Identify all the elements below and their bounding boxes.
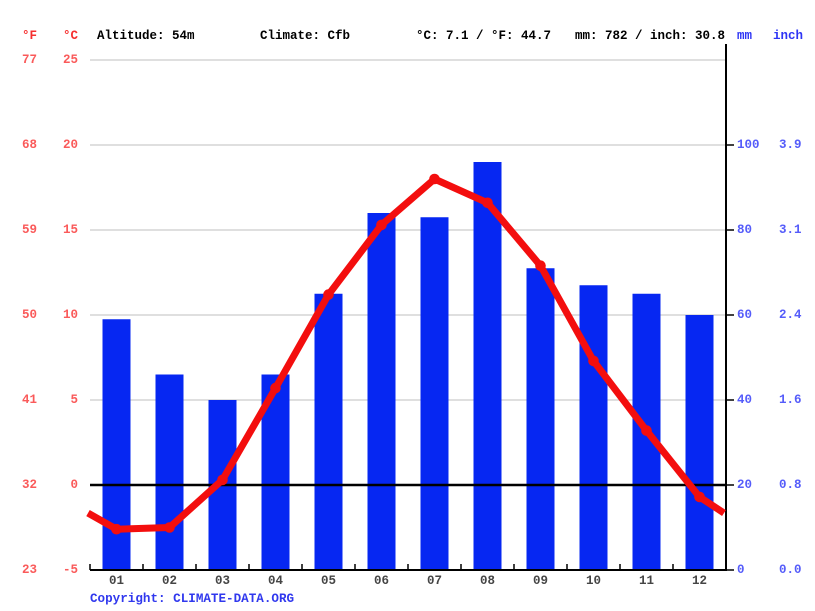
temp-f-tick-label: 68 <box>21 138 37 152</box>
precip-mm-tick-label: 60 <box>737 308 753 322</box>
temperature-point <box>588 355 599 367</box>
temp-f-tick-label: 77 <box>21 53 37 67</box>
month-label: 08 <box>479 574 495 588</box>
temperature-point <box>111 523 122 535</box>
precipitation-bar <box>473 162 502 570</box>
month-label: 03 <box>214 574 230 588</box>
precipitation-bar <box>314 293 343 570</box>
precip-inch-tick-label: 2.4 <box>779 308 802 322</box>
temperature-point <box>641 425 652 436</box>
temp-f-tick-label: 41 <box>21 393 37 407</box>
temperature-point <box>217 474 228 486</box>
precip-mm-tick-label: 80 <box>737 223 753 237</box>
precip-mm-tick-label: 40 <box>737 393 753 407</box>
precip-inch-tick-label: 0.0 <box>779 563 802 577</box>
precipitation-bar <box>155 374 184 570</box>
precipitation-bar <box>367 213 396 570</box>
temp-c-tick-label: 15 <box>62 223 78 237</box>
month-label: 12 <box>691 574 707 588</box>
precipitation-bar <box>420 217 449 570</box>
temperature-point <box>164 522 175 533</box>
temp-f-tick-label: 50 <box>21 308 37 322</box>
month-label: 07 <box>426 574 442 588</box>
header-fahrenheit-unit: °F <box>21 29 37 43</box>
header-climate-class: Climate: Cfb <box>260 29 351 43</box>
temp-f-tick-label: 23 <box>21 563 37 577</box>
temperature-point <box>376 219 387 231</box>
temperature-point <box>323 289 334 300</box>
precipitation-bar <box>526 268 555 570</box>
precipitation-bar <box>579 285 608 570</box>
temp-c-tick-label: 20 <box>62 138 78 152</box>
header-celsius-unit: °C <box>62 29 78 43</box>
precipitation-bar <box>685 315 714 570</box>
temperature-point <box>535 260 546 272</box>
temp-f-tick-label: 32 <box>21 478 37 492</box>
month-label: 11 <box>638 574 654 588</box>
copyright-link[interactable]: CLIMATE-DATA.ORG <box>173 592 295 606</box>
month-label: 05 <box>320 574 336 588</box>
header-temp-summary: °C: 7.1 / °F: 44.7 <box>416 29 552 43</box>
precip-inch-tick-label: 0.8 <box>779 478 802 492</box>
precip-inch-tick-label: 1.6 <box>779 393 802 407</box>
temp-c-tick-label: 0 <box>70 478 78 492</box>
header-inch-unit: inch <box>773 29 804 43</box>
month-label: 01 <box>108 574 124 588</box>
month-label: 09 <box>532 574 548 588</box>
header-precip-summary: mm: 782 / inch: 30.8 <box>575 29 726 43</box>
temp-c-tick-label: 25 <box>62 53 78 67</box>
temperature-point <box>694 491 705 503</box>
precip-inch-tick-label: 3.9 <box>779 138 802 152</box>
temp-c-tick-label: -5 <box>62 563 78 577</box>
precip-mm-tick-label: 20 <box>737 478 753 492</box>
temperature-point <box>429 173 440 185</box>
header-altitude: Altitude: 54m <box>97 29 195 43</box>
copyright: Copyright: CLIMATE-DATA.ORG <box>90 591 294 608</box>
temperature-point <box>270 382 281 394</box>
temp-c-tick-label: 5 <box>70 393 78 407</box>
month-label: 06 <box>373 574 389 588</box>
temp-f-tick-label: 59 <box>21 223 37 237</box>
temperature-point <box>482 197 493 209</box>
temperature-line <box>86 175 726 533</box>
month-label: 10 <box>585 574 601 588</box>
month-label: 04 <box>267 574 283 588</box>
precip-inch-tick-label: 3.1 <box>779 223 802 237</box>
copyright-label: Copyright: <box>90 592 166 606</box>
temp-c-tick-label: 10 <box>62 308 78 322</box>
precip-mm-tick-label: 100 <box>737 138 760 152</box>
header-mm-unit: mm <box>737 29 753 43</box>
month-label: 02 <box>161 574 177 588</box>
precip-mm-tick-label: 0 <box>737 563 745 577</box>
